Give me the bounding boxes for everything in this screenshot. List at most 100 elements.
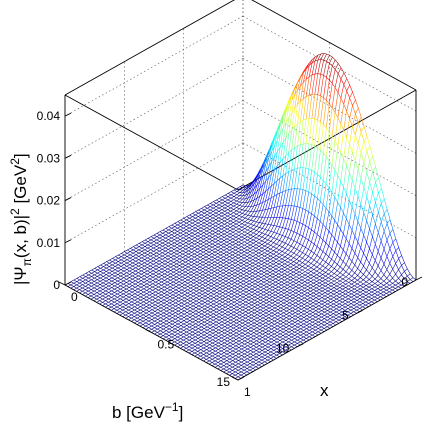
mesh-line-x [270, 246, 274, 250]
mesh-line-b [200, 224, 205, 227]
mesh-line-x [242, 311, 246, 314]
mesh-line-b [351, 248, 356, 254]
mesh-line-b [168, 226, 172, 229]
mesh-line-b [209, 242, 213, 245]
mesh-line-x [299, 252, 303, 257]
mesh-line-b [258, 269, 262, 272]
mesh-line-x [366, 279, 370, 283]
mesh-line-x [269, 302, 273, 306]
mesh-line-b [299, 271, 303, 274]
mesh-line-b [372, 236, 376, 245]
mesh-line-b [141, 251, 145, 254]
mesh-line-b [308, 211, 312, 214]
mesh-line-x [282, 155, 287, 176]
mesh-line-x [368, 298, 372, 301]
mesh-line-b [345, 297, 349, 300]
mesh-line-b [288, 328, 293, 331]
mesh-line-x [255, 262, 259, 265]
mesh-line-x [215, 211, 220, 214]
mesh-line-b [173, 258, 177, 261]
mesh-line-x [337, 207, 341, 225]
mesh-line-x [250, 220, 254, 225]
mesh-line-x [293, 249, 297, 254]
mesh-line-x [152, 268, 157, 271]
mesh-line-x [291, 328, 296, 331]
mesh-line-b [238, 222, 243, 224]
mesh-line-x [336, 313, 340, 316]
mesh-line-x [247, 227, 251, 231]
mesh-line-b [174, 229, 178, 232]
mesh-line-b [230, 194, 235, 197]
mesh-line-x [193, 278, 197, 281]
mesh-line-x [283, 304, 287, 307]
mesh-line-x [290, 265, 294, 268]
mesh-line-x [252, 277, 256, 280]
mesh-line-b [319, 282, 323, 285]
mesh-line-b [348, 282, 352, 285]
mesh-line-b [212, 227, 216, 230]
mesh-line-x [270, 242, 274, 246]
mesh-line-x [239, 303, 244, 306]
mesh-line-b [159, 254, 163, 257]
mesh-line-x [226, 249, 230, 253]
mesh-line-x [174, 234, 178, 237]
mesh-line-x [299, 189, 304, 208]
mesh-line-x [304, 302, 308, 305]
mesh-line-b [159, 260, 163, 263]
mesh-line-b [366, 258, 370, 264]
mesh-line-x [255, 278, 259, 281]
mesh-line-b [208, 251, 213, 254]
mesh-line-x [377, 241, 382, 252]
mesh-line-x [357, 271, 361, 276]
mesh-line-b [351, 300, 355, 303]
mesh-line-b [179, 268, 183, 271]
mesh-line-b [278, 263, 283, 266]
mesh-line-b [283, 306, 287, 309]
mesh-line-b [340, 67, 345, 73]
mesh-line-x [207, 295, 212, 298]
mesh-line-b [285, 171, 289, 174]
mesh-line-b [315, 316, 319, 319]
mesh-line-x [314, 174, 318, 197]
mesh-line-b [253, 232, 257, 235]
mesh-line-x [253, 211, 257, 217]
mesh-line-x [346, 84, 350, 91]
mesh-line-x [183, 232, 187, 235]
mesh-line-b [386, 283, 390, 286]
mesh-line-b [325, 207, 330, 213]
mesh-line-b [170, 270, 174, 273]
mesh-line-x [323, 127, 327, 154]
mesh-line-b [248, 316, 252, 319]
mesh-line-b [195, 211, 199, 214]
mesh-line-b [307, 279, 311, 282]
mesh-line-b [200, 234, 204, 237]
mesh-line-x [238, 233, 242, 236]
mesh-line-x [267, 241, 271, 245]
mesh-line-x [261, 229, 266, 234]
mesh-line-x [141, 249, 145, 252]
mesh-line-b [268, 314, 272, 317]
mesh-line-x [237, 272, 241, 275]
mesh-line-x [371, 286, 376, 289]
mesh-line-b [158, 263, 163, 266]
mesh-line-x [301, 274, 306, 277]
mesh-line-b [194, 256, 198, 259]
axes-box-back [64, 0, 417, 285]
mesh-line-x [351, 214, 356, 231]
mesh-line-b [410, 273, 414, 278]
mesh-line-b [339, 287, 343, 290]
mesh-line-b [227, 206, 231, 209]
mesh-line-b [234, 282, 238, 285]
mesh-line-x [279, 338, 284, 341]
mesh-line-x [235, 225, 240, 228]
mesh-line-x [226, 243, 230, 246]
mesh-line-x [258, 244, 263, 247]
mesh-line-x [164, 275, 168, 278]
mesh-line-b [318, 308, 322, 311]
mesh-line-b [316, 255, 321, 258]
mesh-line-b [349, 172, 353, 181]
mesh-line-b [315, 333, 319, 336]
mesh-line-b [288, 335, 292, 338]
mesh-line-x [293, 279, 297, 282]
mesh-line-b [178, 281, 183, 284]
